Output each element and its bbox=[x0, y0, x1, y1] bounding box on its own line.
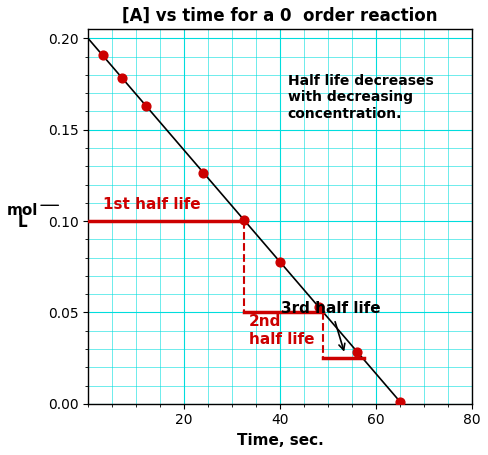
Point bbox=[118, 74, 125, 81]
Text: 1st half life: 1st half life bbox=[102, 197, 200, 212]
Text: Half life decreases
with decreasing
concentration.: Half life decreases with decreasing conc… bbox=[288, 74, 434, 121]
Text: 2nd
half life: 2nd half life bbox=[249, 314, 314, 347]
Text: 3rd half life: 3rd half life bbox=[282, 301, 381, 350]
Point bbox=[315, 303, 323, 310]
Point bbox=[99, 51, 106, 59]
X-axis label: Time, sec.: Time, sec. bbox=[237, 433, 324, 448]
Point bbox=[200, 169, 207, 176]
Point bbox=[240, 217, 248, 224]
Point bbox=[276, 258, 284, 266]
Point bbox=[396, 398, 404, 405]
Point bbox=[142, 102, 150, 109]
Y-axis label: mol
L: mol L bbox=[7, 203, 39, 230]
Point bbox=[353, 348, 361, 355]
Title: [A] vs time for a 0  order reaction: [A] vs time for a 0 order reaction bbox=[122, 7, 438, 25]
